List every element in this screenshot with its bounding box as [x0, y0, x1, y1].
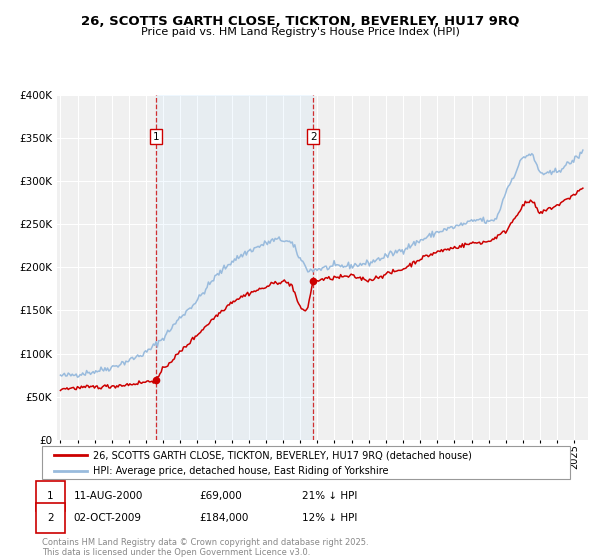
- Text: 21% ↓ HPI: 21% ↓ HPI: [302, 491, 357, 501]
- Text: 1: 1: [153, 132, 160, 142]
- Text: 11-AUG-2000: 11-AUG-2000: [74, 491, 143, 501]
- Text: Contains HM Land Registry data © Crown copyright and database right 2025.
This d: Contains HM Land Registry data © Crown c…: [42, 538, 368, 557]
- Text: £69,000: £69,000: [200, 491, 242, 501]
- Text: 1: 1: [47, 491, 54, 501]
- Text: 2: 2: [47, 514, 54, 523]
- Text: £184,000: £184,000: [200, 514, 249, 523]
- Text: 26, SCOTTS GARTH CLOSE, TICKTON, BEVERLEY, HU17 9RQ (detached house): 26, SCOTTS GARTH CLOSE, TICKTON, BEVERLE…: [93, 450, 472, 460]
- Bar: [157, 95, 313, 440]
- Text: 12% ↓ HPI: 12% ↓ HPI: [302, 514, 357, 523]
- Text: HPI: Average price, detached house, East Riding of Yorkshire: HPI: Average price, detached house, East…: [93, 466, 389, 475]
- Text: 02-OCT-2009: 02-OCT-2009: [74, 514, 142, 523]
- Text: Price paid vs. HM Land Registry's House Price Index (HPI): Price paid vs. HM Land Registry's House …: [140, 27, 460, 38]
- Text: 2: 2: [310, 132, 316, 142]
- Text: 26, SCOTTS GARTH CLOSE, TICKTON, BEVERLEY, HU17 9RQ: 26, SCOTTS GARTH CLOSE, TICKTON, BEVERLE…: [81, 15, 519, 28]
